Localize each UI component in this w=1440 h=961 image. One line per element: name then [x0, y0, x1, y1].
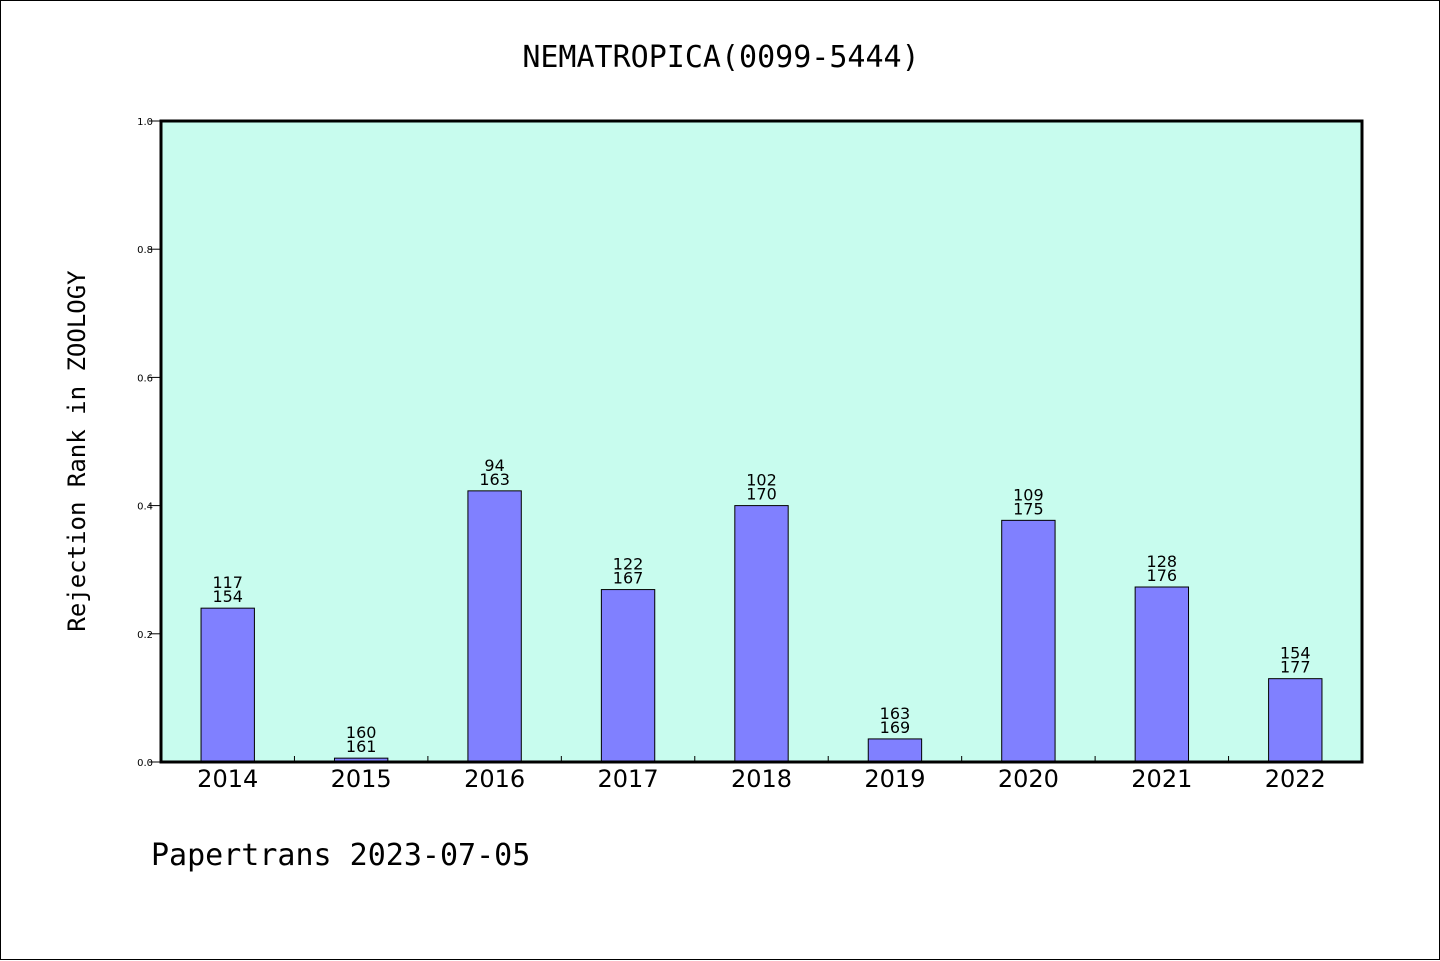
- bar-label-top: 160: [346, 723, 377, 742]
- chart-title: NEMATROPICA(0099-5444): [522, 40, 919, 75]
- bar-label-bottom: 163: [479, 470, 510, 489]
- bar-label-group: 1171541601619416312216710217016316910917…: [212, 456, 1310, 756]
- plot-area: 1171541601619416312216710217016316910917…: [159, 119, 1364, 764]
- x-tick-label: 2014: [197, 765, 258, 793]
- x-tick-label: 2015: [331, 765, 392, 793]
- y-tick-label: 1.0: [137, 117, 153, 128]
- bar-2019: [867, 738, 923, 763]
- bar-label-top: 94: [484, 456, 504, 475]
- bar-label-bottom: 170: [746, 485, 777, 504]
- y-tick-label: 0.2: [137, 630, 153, 641]
- bar-label-top: 102: [746, 471, 777, 490]
- x-tick-label: 2020: [998, 765, 1059, 793]
- y-tick-label: 0.8: [137, 245, 153, 256]
- bar-label-top: 109: [1013, 485, 1044, 504]
- y-tick-label: 0.6: [137, 373, 153, 384]
- bar-2020: [1001, 519, 1056, 763]
- bar-group: [200, 490, 1323, 763]
- bar-label-bottom: 167: [613, 569, 644, 588]
- bar-label-top: 122: [613, 555, 644, 574]
- bar-label-top: 128: [1147, 552, 1178, 571]
- x-tick-label: 2022: [1265, 765, 1326, 793]
- bar-label-bottom: 176: [1147, 566, 1178, 585]
- bar-label-bottom: 175: [1013, 499, 1044, 518]
- y-tick-label: 0.4: [137, 502, 153, 513]
- bar-2016: [467, 490, 522, 763]
- bar-2014: [200, 607, 255, 763]
- bar-2022: [1268, 678, 1323, 763]
- x-tick-label: 2016: [464, 765, 525, 793]
- bar-label-bottom: 177: [1280, 658, 1311, 677]
- x-axis: 2014 2015 2016 2017 2018 2019 2020 2021 2022: [197, 756, 1326, 793]
- bar-label-top: 163: [880, 704, 911, 723]
- x-tick-label: 2018: [731, 765, 792, 793]
- bar-2021: [1134, 586, 1190, 763]
- y-axis-label: Rejection Rank in ZOOLOGY: [63, 270, 91, 632]
- x-tick-label: 2017: [598, 765, 659, 793]
- bar-label-bottom: 161: [346, 737, 377, 756]
- x-tick-label: 2021: [1131, 765, 1192, 793]
- y-tick-label: 0.0: [137, 758, 153, 769]
- bar-label-top: 154: [1280, 644, 1311, 663]
- bar-label-bottom: 154: [212, 587, 243, 606]
- x-tick-label: 2019: [864, 765, 925, 793]
- plot-border: [159, 119, 1364, 764]
- footer-credit: Papertrans 2023-07-05: [151, 838, 530, 873]
- bar-label-top: 117: [212, 573, 243, 592]
- bar-2017: [600, 589, 656, 763]
- bar-2018: [734, 505, 789, 763]
- bar-label-bottom: 169: [880, 718, 911, 737]
- y-axis: 0.0 0.2 0.4 0.6 0.8 1.0: [137, 117, 161, 769]
